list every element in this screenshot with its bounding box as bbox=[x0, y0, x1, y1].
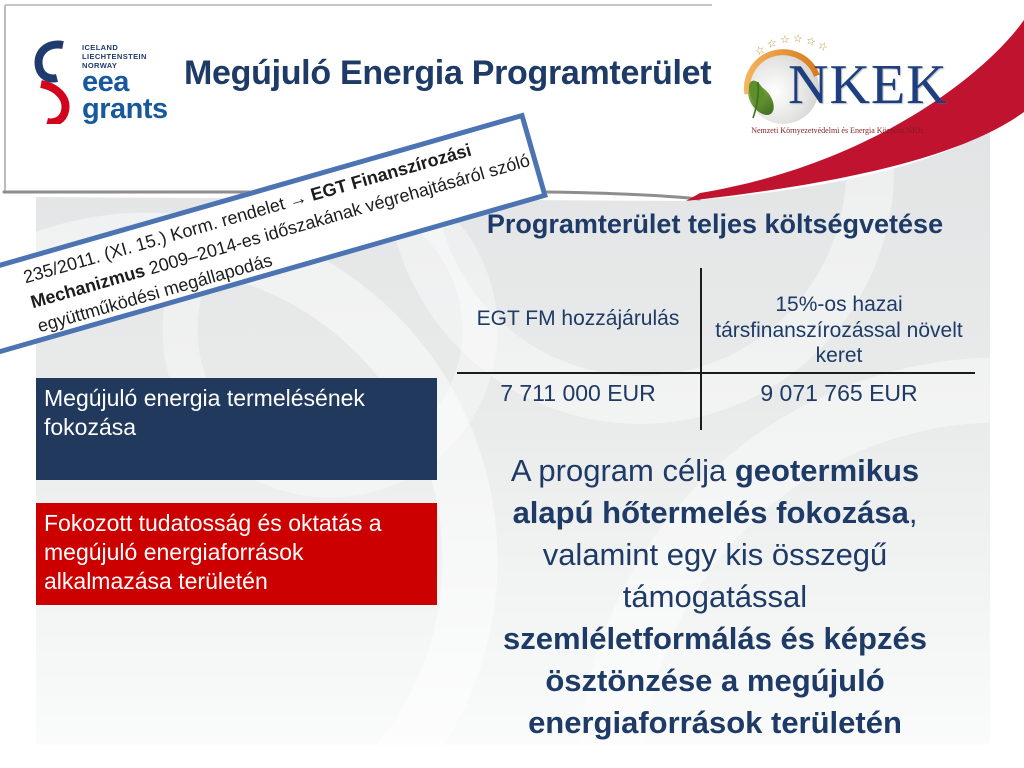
header-card-shadow bbox=[2, 190, 701, 201]
eea-grants-wordmark: eea grants bbox=[82, 66, 168, 125]
red-swoosh bbox=[686, 20, 1024, 201]
outcome-box-production: Megújuló energia termelésének fokozása bbox=[36, 378, 437, 480]
eea-word: eea bbox=[82, 66, 129, 98]
eea-grants-logo: ICELAND LIECHTENSTEIN NORWAY eea grants bbox=[34, 38, 174, 126]
eea-country-norway: NORWAY bbox=[82, 61, 118, 70]
eea-country-liechtenstein: LIECHTENSTEIN bbox=[82, 52, 147, 61]
grants-word: grants bbox=[82, 93, 168, 125]
table-header-egt-fm: EGT FM hozzájárulás bbox=[476, 307, 680, 330]
program-goal-paragraph: A program célja geotermikus alapú hőterme… bbox=[503, 453, 927, 740]
page-title: Megújuló Energia Programterület bbox=[184, 54, 712, 92]
eea-grants-logo-mark-icon bbox=[34, 40, 70, 124]
nkek-subtitle: Nemzeti Környezetvédelmi és Energia Közp… bbox=[751, 126, 925, 135]
eea-countries-label: ICELAND LIECHTENSTEIN NORWAY bbox=[82, 43, 147, 70]
eea-country-iceland: ICELAND bbox=[82, 43, 119, 52]
table-value-domestic-cofinancing: 9 071 765 EUR bbox=[760, 380, 918, 406]
outcome-box-awareness: Fokozott tudatosság és oktatás a megújul… bbox=[36, 503, 437, 605]
table-value-egt-fm: 7 711 000 EUR bbox=[500, 380, 656, 406]
table-vertical-divider bbox=[700, 268, 702, 430]
table-header-domestic-cofinancing: 15%-os hazai társfinanszírozással növelt… bbox=[715, 293, 963, 367]
nkek-acronym: NKEK bbox=[788, 54, 948, 116]
nkek-globe-leaf-icon bbox=[744, 49, 820, 124]
table-horizontal-divider bbox=[457, 372, 975, 374]
nkek-logo: ☆ ☆ ☆ ☆ ☆ ☆ NKEK Nemzeti Környezetvédelmi és … bbox=[733, 30, 947, 144]
budget-heading: Programterület teljes költségvetése bbox=[486, 209, 944, 239]
